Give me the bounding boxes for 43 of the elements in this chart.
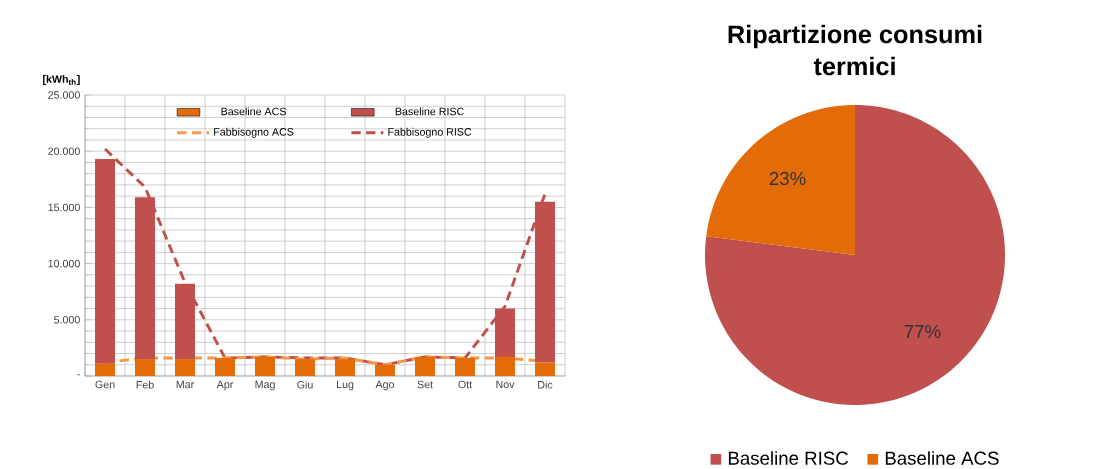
x-tick-label: Ago: [375, 380, 395, 391]
bar: [375, 364, 396, 376]
data-label: 23%: [769, 171, 806, 186]
y-tick-label: 10.000: [48, 259, 80, 268]
legend-label: Fabbisogno ACS: [214, 127, 294, 138]
bar: [135, 359, 156, 376]
bar: [135, 197, 156, 360]
bar: [255, 356, 276, 376]
x-tick-label: Dic: [538, 380, 553, 389]
x-tick-label: Giu: [297, 380, 313, 389]
bar: [95, 363, 116, 376]
y-tick-label: -: [77, 374, 80, 376]
bar: [495, 356, 516, 376]
y-tick-label: 25.000: [48, 91, 80, 99]
x-tick-label: Lug: [336, 380, 354, 391]
legend-label: Baseline RISC: [395, 107, 464, 116]
bar: [335, 359, 356, 376]
x-tick-label: Set: [417, 380, 433, 389]
y-tick-label: 20.000: [48, 147, 80, 155]
y-axis-title: [kWh$_{th}$]: [43, 75, 80, 85]
legend-label: Baseline ACS: [885, 451, 999, 465]
x-tick-label: Gen: [95, 380, 115, 389]
bar: [175, 283, 196, 360]
legend-label: Baseline RISC: [728, 451, 849, 465]
y-tick-label: 5.000: [54, 316, 80, 324]
chart-title: Ripartizione consumi termici: [728, 24, 982, 76]
bar: [215, 358, 236, 376]
bar: [535, 362, 556, 376]
x-tick-label: Ott: [458, 380, 473, 389]
x-tick-label: Feb: [136, 380, 154, 389]
x-tick-label: Mag: [255, 380, 275, 391]
bar: [495, 308, 516, 357]
legend-label: Fabbisogno RISC: [388, 127, 472, 138]
x-tick-label: Nov: [496, 380, 515, 389]
y-tick-label: 15.000: [48, 203, 80, 212]
bar: [175, 359, 196, 376]
bar: [295, 359, 316, 376]
x-tick-label: Apr: [216, 380, 234, 391]
legend-label: Baseline ACS: [221, 107, 286, 116]
x-tick-label: Mar: [176, 380, 195, 389]
data-label: 77%: [904, 324, 941, 339]
bar: [455, 358, 476, 376]
bar: [415, 356, 436, 376]
